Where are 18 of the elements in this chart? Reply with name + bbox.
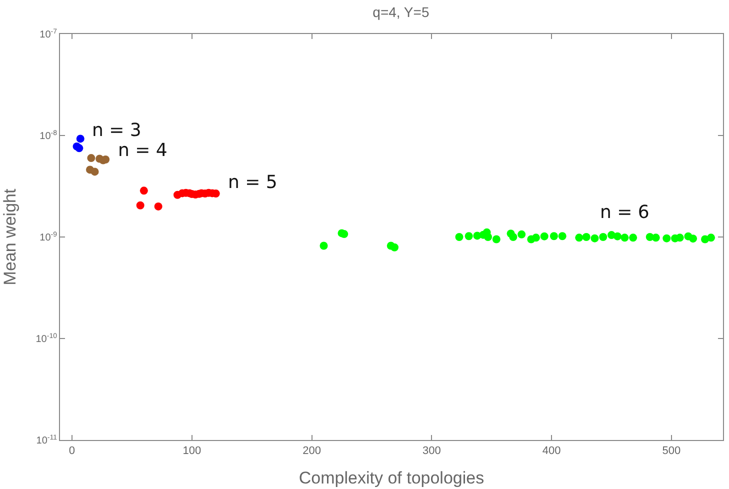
x-tick-label: 500 [662,445,681,458]
y-tick-label: 10$^{-10}$ [36,332,58,345]
y-axis-title: Mean weight [0,188,20,286]
series-label: n = 4 [118,140,168,161]
x-tick-label: 0 [68,445,76,458]
x-tick-label: 300 [422,445,441,458]
series-label: n = 5 [228,172,278,193]
y-tick-label: 10$^{-9}$ [40,231,58,244]
x-axis-title: Complexity of topologies [298,468,484,488]
y-tick-label: 10$^{-11}$ [36,434,58,446]
x-tick-label: 100 [182,445,202,458]
chart-title: q=4, Y=5 [372,4,430,20]
series-label: n = 3 [92,120,142,141]
y-tick-label: 10$^{-8}$ [40,130,58,142]
y-tick-label: 10$^{-7}$ [40,28,58,40]
x-tick-label: 200 [302,445,321,458]
series-label: n = 6 [600,202,650,223]
x-tick-label: 400 [542,445,561,458]
